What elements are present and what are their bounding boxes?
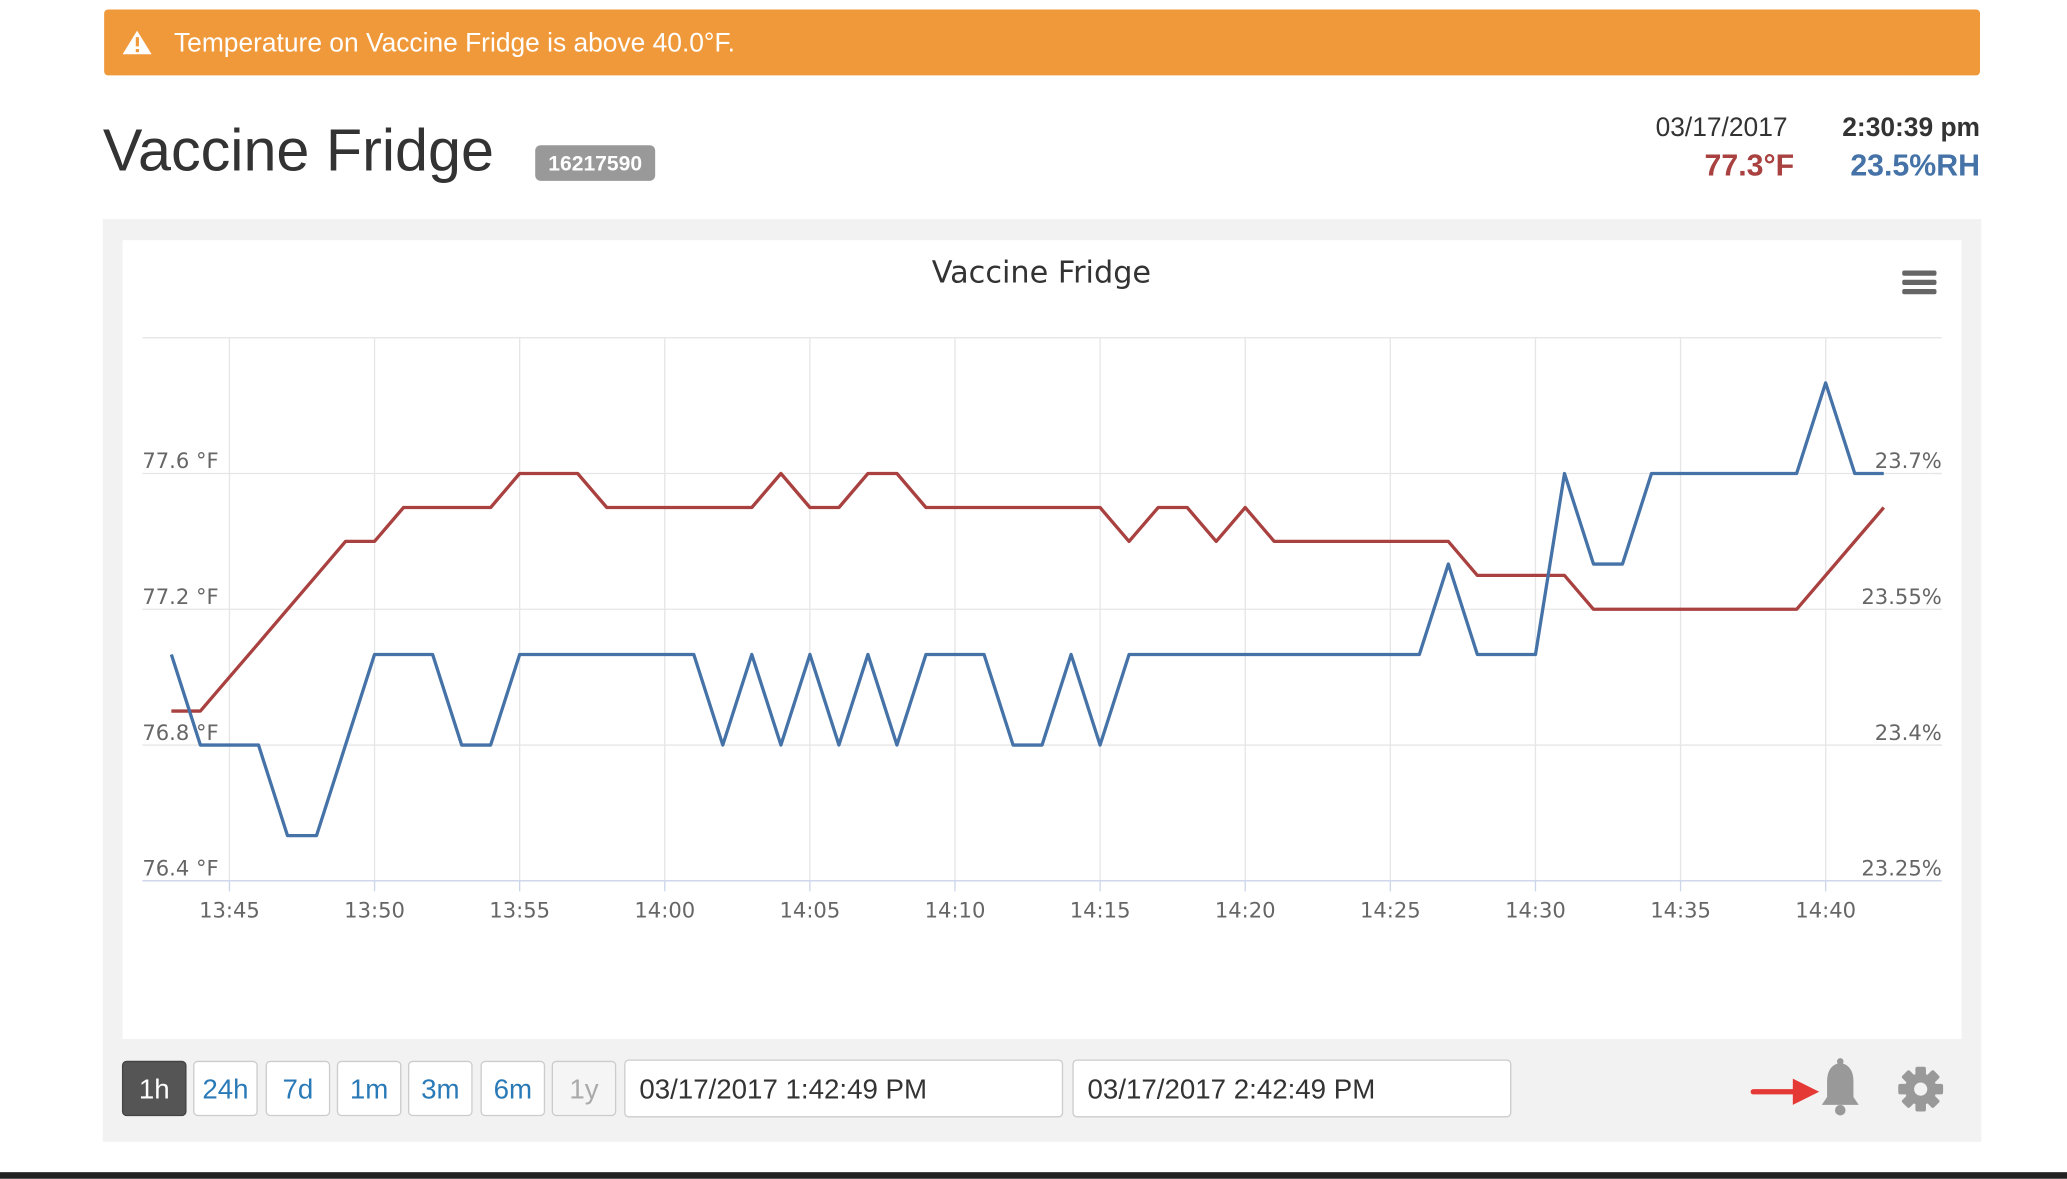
y-tick-label: 76.4 °F [142,856,218,881]
x-tick-label: 13:45 [199,898,260,923]
series-line [171,471,1886,713]
range-button [551,1060,617,1117]
range-button-label[interactable]: 3m [421,1073,459,1104]
gear-hole[interactable] [1914,1082,1928,1096]
x-tick-label: 14:25 [1360,898,1421,923]
x-tick-label: 14:30 [1505,898,1566,923]
end-input-text[interactable]: 03/17/2017 2:42:49 PM [1088,1073,1376,1104]
y2-tick-label: 23.7% [1875,448,1942,473]
x-tick-label: 13:55 [489,898,550,923]
x-tick-label: 14:10 [925,898,986,923]
x-tick-label: 14:00 [634,898,695,923]
start-input-text[interactable]: 03/17/2017 1:42:49 PM [639,1073,927,1104]
pointer-arrow-head [1792,1078,1820,1105]
serial-text: 16217590 [548,152,642,175]
end-input[interactable] [1072,1059,1512,1118]
x-tick-label: 14:20 [1215,898,1276,923]
serial-badge [535,145,656,181]
reading-temperature: 77.3°F [1705,150,1795,183]
range-button[interactable] [336,1060,402,1117]
range-button-label[interactable]: 7d [283,1073,314,1104]
bell-top[interactable] [1836,1058,1844,1065]
range-button[interactable] [265,1060,331,1117]
range-button-label[interactable]: 1h [139,1073,170,1104]
y-tick-label: 76.8 °F [142,720,218,745]
y-tick-label: 77.2 °F [142,584,218,609]
warning-icon-mark [135,37,139,47]
menu-bar[interactable] [1902,288,1937,295]
range-button-label[interactable]: 6m [494,1073,532,1104]
range-button[interactable] [121,1060,187,1117]
reading-date: 03/17/2017 [1656,112,1788,142]
x-tick-label: 14:15 [1070,898,1131,923]
y2-tick-label: 23.4% [1875,720,1942,745]
y2-tick-label: 23.25% [1861,856,1941,881]
bell-body[interactable] [1821,1062,1859,1105]
range-button[interactable] [193,1060,258,1117]
alert-text: Temperature on Vaccine Fridge is above 4… [174,28,735,58]
bottom-bar [0,1172,2067,1179]
chart-menu[interactable] [1902,270,1937,295]
range-button[interactable] [407,1060,473,1117]
device-title: Vaccine Fridge [103,116,494,183]
warning-icon-dot [135,49,139,53]
y-tick-label: 77.6 °F [142,448,218,473]
x-tick-label: 13:50 [344,898,405,923]
range-button-label[interactable]: 24h [202,1073,248,1104]
chart-title: Vaccine Fridge [932,255,1151,290]
range-button-label: 1y [569,1073,598,1104]
range-controls: 1h 24h 7d 1m 3m 6m 1y [121,1060,617,1117]
start-input[interactable] [624,1059,1064,1118]
x-tick-label: 14:35 [1650,898,1711,923]
reading-time: 2:30:39 pm [1842,112,1980,142]
x-tick-label: 14:05 [780,898,841,923]
settings-gear[interactable] [1898,1066,1944,1112]
y2-tick-label: 23.55% [1861,584,1941,609]
x-tick-label: 14:40 [1795,898,1856,923]
plot: 13:45 13:50 13:55 14:00 14:05 14:10 14:15 14:20… [142,337,1942,923]
chart-box [122,240,1962,1040]
range-button-label[interactable]: 1m [350,1073,388,1104]
menu-bar[interactable] [1902,270,1937,276]
series-line [169,381,1884,838]
menu-bar[interactable] [1902,279,1937,285]
bell-clapper[interactable] [1834,1104,1846,1116]
range-button[interactable] [480,1060,546,1117]
alert-bar [104,9,1980,76]
reading-humidity: 23.5%RH [1850,150,1980,183]
alarm-bell[interactable] [1821,1058,1859,1116]
